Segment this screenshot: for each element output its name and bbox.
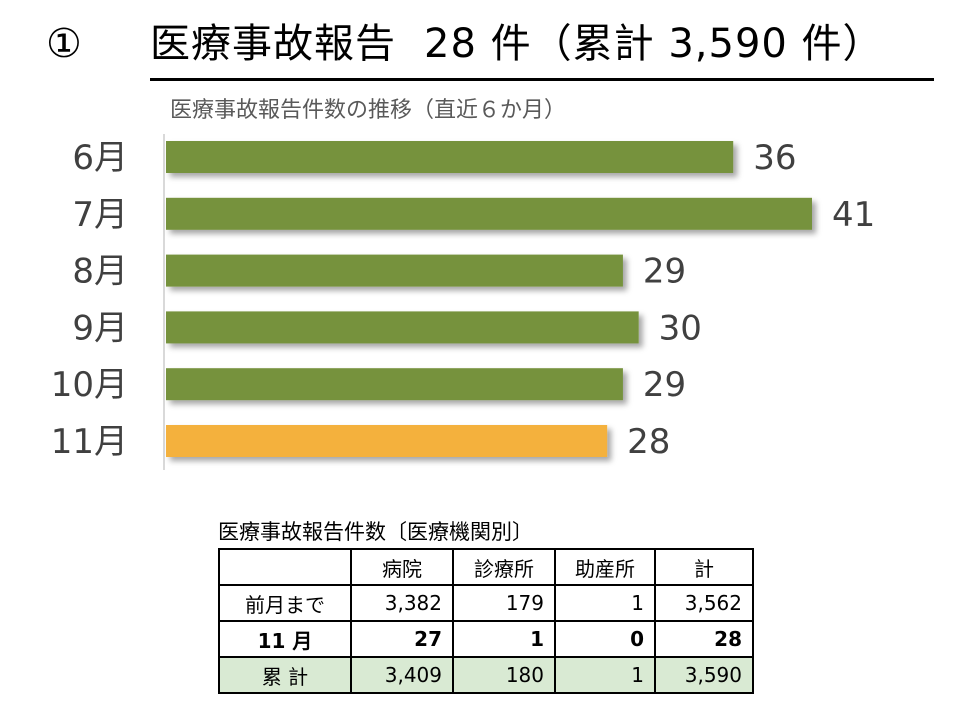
table-cell: 1 xyxy=(554,656,656,694)
table-cell: 3,409 xyxy=(350,656,454,694)
table-cell: 1 xyxy=(554,584,656,622)
table-cell: 3,562 xyxy=(654,584,754,622)
table-cell: 180 xyxy=(452,656,556,694)
bar-6月 xyxy=(166,141,734,173)
category-label: 7月 xyxy=(72,195,128,235)
data-label: 41 xyxy=(832,195,875,235)
table-row-label: 11 月 xyxy=(218,620,352,658)
data-label: 30 xyxy=(659,308,702,348)
table-cell: 179 xyxy=(452,584,556,622)
bar-8月 xyxy=(166,254,623,287)
table-row-label: 前月まで xyxy=(218,584,352,622)
data-label: 28 xyxy=(627,422,670,462)
table-header-cell: 病院 xyxy=(350,548,454,586)
report-table: 病院 診療所 助産所 計 前月まで 3,382 179 1 3,562 11 月… xyxy=(218,548,754,694)
table-cell: 1 xyxy=(452,620,556,658)
table-row: 前月まで 3,382 179 1 3,562 xyxy=(218,584,754,622)
title-count: 28 件（累計 3,590 件） xyxy=(424,21,884,67)
bar-7月 xyxy=(166,197,812,230)
page-title: 医療事故報告 28 件（累計 3,590 件） xyxy=(150,20,884,68)
table-row: 11 月 27 1 0 28 xyxy=(218,620,754,658)
table-header-cell: 診療所 xyxy=(452,548,556,586)
table-header-cell: 助産所 xyxy=(554,548,656,586)
category-label: 9月 xyxy=(72,308,128,348)
bar-9月 xyxy=(166,311,639,344)
category-label: 11月 xyxy=(51,422,128,462)
section-number: ① xyxy=(46,21,82,67)
table-row-label: 累 計 xyxy=(218,656,352,694)
table-cell: 3,590 xyxy=(654,656,754,694)
table-header-row: 病院 診療所 助産所 計 xyxy=(218,548,754,586)
title-main: 医療事故報告 xyxy=(150,21,396,67)
chart-title: 医療事故報告件数の推移（直近６か月） xyxy=(170,98,567,123)
bar-11月 xyxy=(166,425,608,457)
data-label: 36 xyxy=(753,138,796,178)
table-header-cell: 計 xyxy=(654,548,754,586)
table-total-row: 累 計 3,409 180 1 3,590 xyxy=(218,656,754,694)
bar-10月 xyxy=(166,368,623,401)
category-label: 10月 xyxy=(51,365,128,405)
table-header-cell xyxy=(218,548,352,586)
title-underline xyxy=(150,78,934,81)
table-cell: 3,382 xyxy=(350,584,454,622)
slide-header: ① 医療事故報告 28 件（累計 3,590 件） xyxy=(40,14,934,81)
data-label: 29 xyxy=(643,252,686,292)
category-label: 8月 xyxy=(72,252,128,292)
table-cell: 28 xyxy=(654,620,754,658)
category-label: 6月 xyxy=(72,138,128,178)
bar-chart: 6月 36 7月 41 8月 29 9月 30 10月 29 11月 28 xyxy=(51,134,875,470)
data-label: 29 xyxy=(643,365,686,405)
table-title: 医療事故報告件数〔医療機関別〕 xyxy=(218,520,533,544)
table-cell: 0 xyxy=(554,620,656,658)
table-cell: 27 xyxy=(350,620,454,658)
